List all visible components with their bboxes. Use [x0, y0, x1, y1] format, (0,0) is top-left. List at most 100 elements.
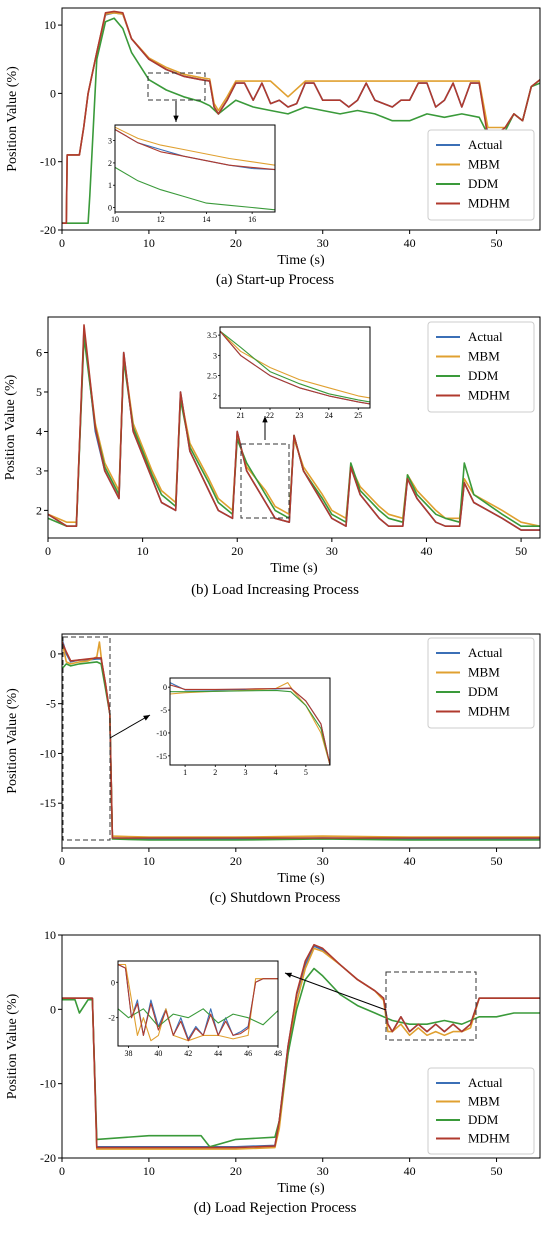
y-tick-label: -20	[40, 1151, 56, 1165]
y-axis-label: Position Value (%)	[5, 993, 20, 1099]
inset-series-group	[115, 126, 275, 211]
y-tick-label: 3	[36, 464, 42, 478]
x-tick-label: 20	[230, 1164, 242, 1178]
legend-label-actual: Actual	[468, 1075, 503, 1090]
legend-label-mdhm: MDHM	[468, 388, 510, 403]
y-tick-label: 0	[50, 86, 56, 100]
inset-line-ddm	[220, 330, 370, 403]
inset-x-tick-label: 24	[325, 411, 333, 420]
inset-series-group	[170, 682, 330, 765]
zoom-arrow	[109, 714, 151, 739]
inset-line-mdhm	[118, 964, 278, 1042]
zoom-arrow-head	[262, 416, 268, 423]
inset-x-tick-label: 2	[213, 768, 217, 777]
inset-line-mbm	[220, 330, 370, 399]
x-tick-label: 50	[491, 236, 503, 250]
x-tick-label: 40	[404, 854, 416, 868]
inset-x-tick-label: 12	[157, 215, 165, 224]
x-axis-label: Time (s)	[277, 871, 325, 886]
legend-label-ddm: DDM	[468, 368, 499, 383]
legend: Actual MBM DDM MDHM	[427, 1067, 535, 1155]
x-tick-label: 0	[59, 854, 65, 868]
series-group	[62, 10, 540, 224]
y-axis-label: Position Value (%)	[5, 66, 20, 172]
legend-box	[427, 1067, 535, 1155]
y-tick-label: 10	[44, 928, 56, 942]
series-line-mdhm	[62, 943, 540, 1149]
inset-x-tick-label: 38	[124, 1049, 132, 1058]
x-tick-label: 0	[45, 544, 51, 558]
series-line-mdhm	[62, 10, 540, 224]
inset-y-tick-label: -10	[156, 729, 167, 738]
x-tick-label: 30	[317, 854, 329, 868]
inset-y-tick-label: -15	[156, 752, 167, 761]
legend-label-mdhm: MDHM	[468, 1131, 510, 1146]
y-axis-label: Position Value (%)	[3, 374, 18, 480]
y-tick-label: -10	[40, 155, 56, 169]
plot-frame	[61, 7, 541, 231]
inset-y-tick-label: 0	[163, 683, 167, 692]
inset-x-tick-label: 16	[248, 215, 256, 224]
legend-label-ddm: DDM	[468, 176, 499, 191]
zoom-arrow	[284, 972, 387, 1011]
legend-box	[427, 637, 535, 729]
y-tick-label: 5	[36, 385, 42, 399]
x-tick-label: 0	[59, 1164, 65, 1178]
inset-y-tick-label: 3	[213, 351, 217, 360]
x-tick-label: 10	[143, 236, 155, 250]
inset-x-tick-label: 44	[214, 1049, 222, 1058]
x-tick-label: 10	[143, 854, 155, 868]
inset-x-tick-label: 22	[266, 411, 274, 420]
series-group	[62, 638, 540, 841]
y-tick-label: 4	[36, 424, 42, 438]
inset-series-group	[118, 963, 278, 1042]
legend-label-mbm: MBM	[468, 665, 500, 680]
y-tick-label: -15	[40, 796, 56, 810]
zoom-region	[62, 636, 111, 841]
inset-y-tick-label: -2	[108, 1014, 115, 1023]
zoom-arrow-head	[173, 115, 179, 122]
inset-line-ddm	[170, 689, 330, 765]
inset-frame	[219, 326, 371, 409]
legend-label-actual: Actual	[468, 645, 503, 660]
plot-frame	[61, 633, 541, 849]
inset-x-tick-label: 10	[111, 215, 119, 224]
y-tick-label: 10	[44, 18, 56, 32]
x-tick-label: 10	[137, 544, 149, 558]
panel-caption: (c) Shutdown Process	[210, 890, 341, 906]
legend-label-ddm: DDM	[468, 1112, 499, 1127]
x-axis-label: Time (s)	[277, 253, 325, 268]
panel-caption: (d) Load Rejection Process	[194, 1200, 357, 1216]
y-tick-label: 6	[36, 346, 42, 360]
legend: Actual MBM DDM MDHM	[427, 129, 535, 221]
series-group	[62, 943, 540, 1150]
legend-label-mbm: MBM	[468, 349, 500, 364]
plot-frame	[47, 316, 541, 539]
x-tick-label: 30	[317, 236, 329, 250]
inset-x-tick-label: 48	[274, 1049, 282, 1058]
legend-label-actual: Actual	[468, 329, 503, 344]
series-line-mdhm	[62, 641, 540, 839]
x-tick-label: 50	[515, 544, 527, 558]
x-tick-label: 40	[404, 1164, 416, 1178]
inset-x-tick-label: 25	[354, 411, 362, 420]
y-tick-label: -10	[40, 1077, 56, 1091]
x-tick-label: 10	[143, 1164, 155, 1178]
plot-frame	[61, 934, 541, 1159]
x-tick-label: 40	[420, 544, 432, 558]
zoom-region	[385, 971, 477, 1041]
inset-frame	[117, 960, 279, 1047]
inset-x-tick-label: 21	[237, 411, 245, 420]
x-tick-label: 20	[230, 854, 242, 868]
legend: Actual MBM DDM MDHM	[427, 637, 535, 729]
legend-label-actual: Actual	[468, 137, 503, 152]
legend-label-mdhm: MDHM	[468, 704, 510, 719]
series-line-mdhm	[48, 324, 540, 531]
series-group	[48, 324, 540, 531]
inset-y-tick-label: -5	[160, 706, 167, 715]
y-axis-label: Position Value (%)	[5, 688, 20, 794]
